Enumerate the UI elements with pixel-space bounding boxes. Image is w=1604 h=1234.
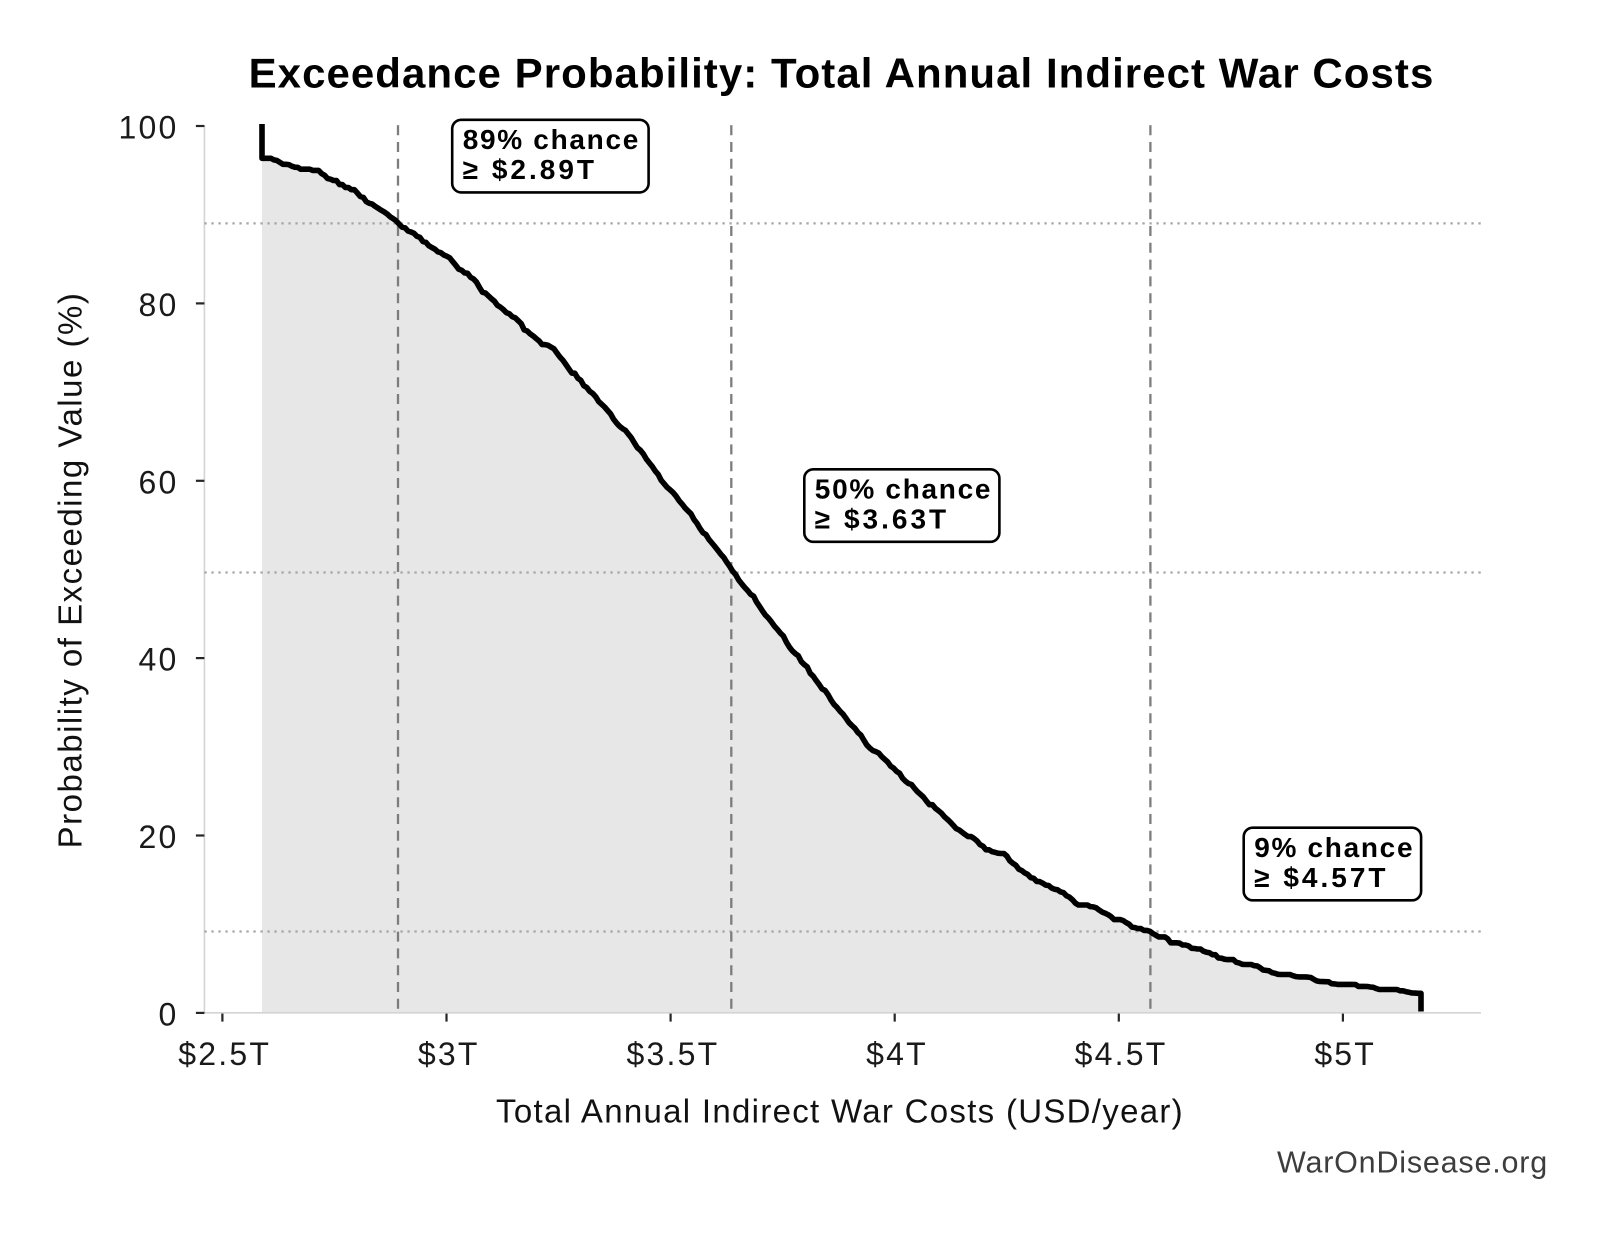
svg-text:9% chance: 9% chance	[1254, 832, 1414, 863]
svg-text:$2.5T: $2.5T	[178, 1036, 271, 1072]
svg-text:$4T: $4T	[866, 1036, 928, 1072]
svg-text:$5T: $5T	[1314, 1036, 1376, 1072]
svg-text:89% chance: 89% chance	[463, 124, 640, 155]
svg-text:50% chance: 50% chance	[815, 474, 992, 505]
svg-text:≥ $3.63T: ≥ $3.63T	[815, 504, 949, 535]
svg-text:40: 40	[139, 642, 179, 678]
svg-text:80: 80	[139, 287, 179, 323]
svg-text:100: 100	[119, 110, 179, 146]
svg-text:$3.5T: $3.5T	[626, 1036, 719, 1072]
svg-text:Total Annual Indirect War Cost: Total Annual Indirect War Costs (USD/yea…	[496, 1093, 1184, 1130]
svg-text:≥ $2.89T: ≥ $2.89T	[463, 154, 597, 185]
svg-text:Exceedance Probability: Total: Exceedance Probability: Total Annual Ind…	[249, 50, 1435, 97]
svg-text:60: 60	[139, 464, 179, 500]
svg-text:0: 0	[159, 997, 179, 1033]
svg-text:Probability of Exceeding Value: Probability of Exceeding Value (%)	[52, 292, 89, 849]
svg-text:$3T: $3T	[418, 1036, 480, 1072]
svg-text:≥ $4.57T: ≥ $4.57T	[1254, 862, 1388, 893]
svg-text:20: 20	[139, 819, 179, 855]
svg-text:WarOnDisease.org: WarOnDisease.org	[1277, 1146, 1548, 1180]
svg-text:$4.5T: $4.5T	[1075, 1036, 1168, 1072]
